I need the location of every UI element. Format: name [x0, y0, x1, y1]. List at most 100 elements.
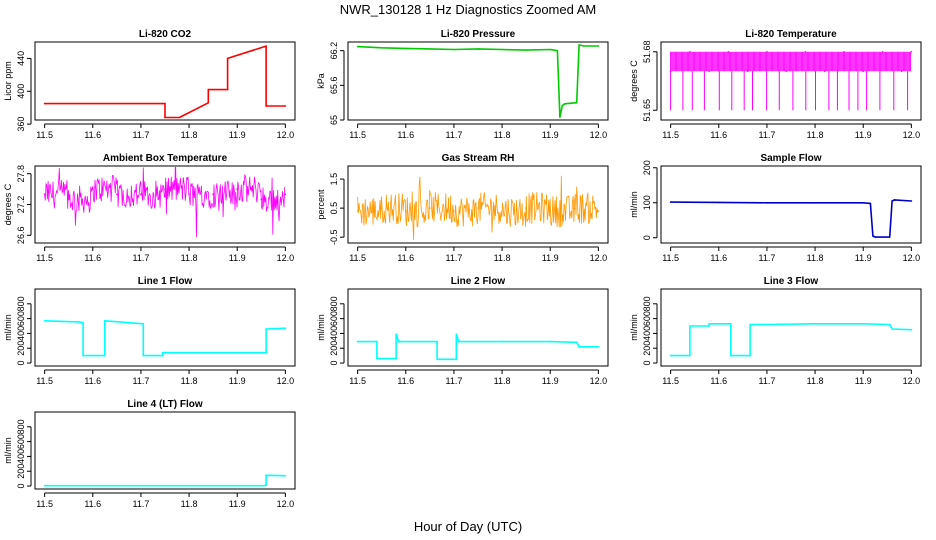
panel-sample_flow: Sample Flow 11.5 11.6 11.7 11.8 11.9 12.0 0 100 2…: [629, 153, 922, 263]
y-tick-label: 800: [16, 296, 26, 311]
x-tick-label: 11.5: [36, 499, 53, 509]
y-tick-label: 200: [642, 341, 652, 356]
data-point: [556, 49, 559, 52]
data-point: [161, 354, 164, 357]
x-tick-label: 11.8: [181, 253, 198, 263]
y-tick-label: 65: [329, 115, 339, 125]
x-tick-label: 12.0: [277, 130, 295, 140]
x-tick-label: 11.7: [132, 253, 149, 263]
data-point: [104, 320, 106, 322]
x-tick-label: 11.9: [855, 376, 872, 386]
data-point: [236, 188, 238, 190]
y-tick-label: 800: [642, 296, 652, 311]
y-tick-label: 400: [642, 326, 652, 341]
series-line: [670, 199, 912, 238]
data-point: [862, 323, 864, 325]
data-point: [262, 484, 265, 487]
series-temperature-oscillation: [670, 51, 912, 111]
data-point: [730, 323, 732, 325]
data-point: [395, 357, 397, 360]
panel-line4: Line 4 (LT) Flow 11.5 11.6 11.7 11.8 11.9 12.0…: [3, 399, 296, 509]
panel-temperature: Li-820 Temperature 11.5 11.6 11.7 11.8 11.9 12…: [629, 29, 922, 140]
panel-title: Line 1 Flow: [138, 276, 193, 287]
data-point: [265, 474, 267, 477]
panel-frame: [660, 41, 922, 121]
data-point: [563, 103, 566, 105]
y-tick-label: 360: [16, 117, 26, 132]
data-point: [891, 200, 893, 202]
x-tick-label: 11.9: [542, 130, 559, 140]
y-tick-label: 400: [329, 326, 339, 341]
data-point: [455, 333, 458, 336]
series-noise-trace: [44, 167, 286, 237]
panel-frame: [34, 41, 296, 121]
data-point: [453, 48, 455, 51]
y-tick-label: 440: [16, 51, 26, 66]
data-point: [575, 341, 578, 344]
plot-area: [669, 199, 913, 238]
data-point: [265, 45, 267, 47]
data-point: [265, 351, 267, 354]
data-point: [188, 193, 190, 195]
data-point: [862, 70, 864, 73]
data-point: [573, 207, 576, 209]
data-point: [900, 70, 903, 73]
data-point: [457, 340, 460, 343]
plot-area: [669, 322, 913, 357]
data-point: [92, 188, 94, 190]
data-point: [501, 210, 503, 212]
data-point: [82, 354, 84, 357]
data-point: [814, 323, 816, 325]
y-tick-label: 400: [16, 449, 26, 464]
panel-frame: [347, 288, 609, 367]
data-point: [77, 321, 80, 323]
data-point: [727, 51, 730, 53]
panel-gas_rh: Gas Stream RH 11.5 11.6 11.7 11.8 11.9 12.0 -0.…: [316, 153, 609, 263]
x-tick-label: 11.7: [445, 253, 462, 263]
x-tick-label: 11.6: [710, 130, 727, 140]
x-tick-label: 12.0: [277, 499, 295, 509]
plot-area: [356, 175, 600, 240]
data-point: [436, 358, 438, 361]
series-line: [44, 319, 286, 357]
y-axis-label: ml/min: [316, 314, 326, 341]
data-point: [140, 484, 142, 487]
panel-line1: Line 1 Flow 11.5 11.6 11.7 11.8 11.9 12.0 0 2004…: [3, 276, 296, 386]
x-tick-label: 12.0: [590, 253, 608, 263]
data-point: [597, 210, 600, 212]
data-point: [597, 45, 600, 47]
plot-area: [356, 44, 600, 118]
y-tick-label: 200: [329, 341, 339, 356]
x-tick-label: 11.6: [397, 376, 414, 386]
y-axis-label: ml/min: [629, 191, 639, 218]
data-point: [583, 45, 585, 47]
plot-area: [43, 474, 287, 487]
data-point: [766, 323, 768, 326]
y-tick-label: 200: [16, 341, 26, 356]
y-tick-label: 0: [329, 361, 339, 366]
x-tick-label: 12.0: [277, 376, 295, 386]
data-point: [116, 193, 118, 195]
data-point: [549, 210, 551, 212]
data-point: [164, 116, 166, 119]
x-tick-label: 12.0: [903, 130, 921, 140]
data-point: [140, 193, 142, 195]
y-tick-label: 27.2: [16, 196, 26, 214]
series-line: [44, 45, 286, 119]
y-tick-label: 0: [16, 484, 26, 489]
data-point: [766, 51, 768, 53]
x-tick-label: 11.8: [494, 376, 511, 386]
y-tick-label: 400: [16, 326, 26, 341]
x-tick-label: 11.8: [181, 130, 198, 140]
data-point: [869, 202, 872, 205]
x-tick-label: 11.9: [229, 376, 246, 386]
x-tick-label: 12.0: [903, 376, 921, 386]
data-point: [893, 199, 896, 201]
x-tick-label: 11.9: [229, 253, 246, 263]
data-point: [164, 102, 166, 105]
data-point: [785, 70, 787, 73]
data-point: [561, 104, 564, 107]
x-tick-label: 11.6: [397, 130, 414, 140]
data-point: [395, 333, 397, 336]
y-tick-label: 100: [642, 195, 652, 210]
